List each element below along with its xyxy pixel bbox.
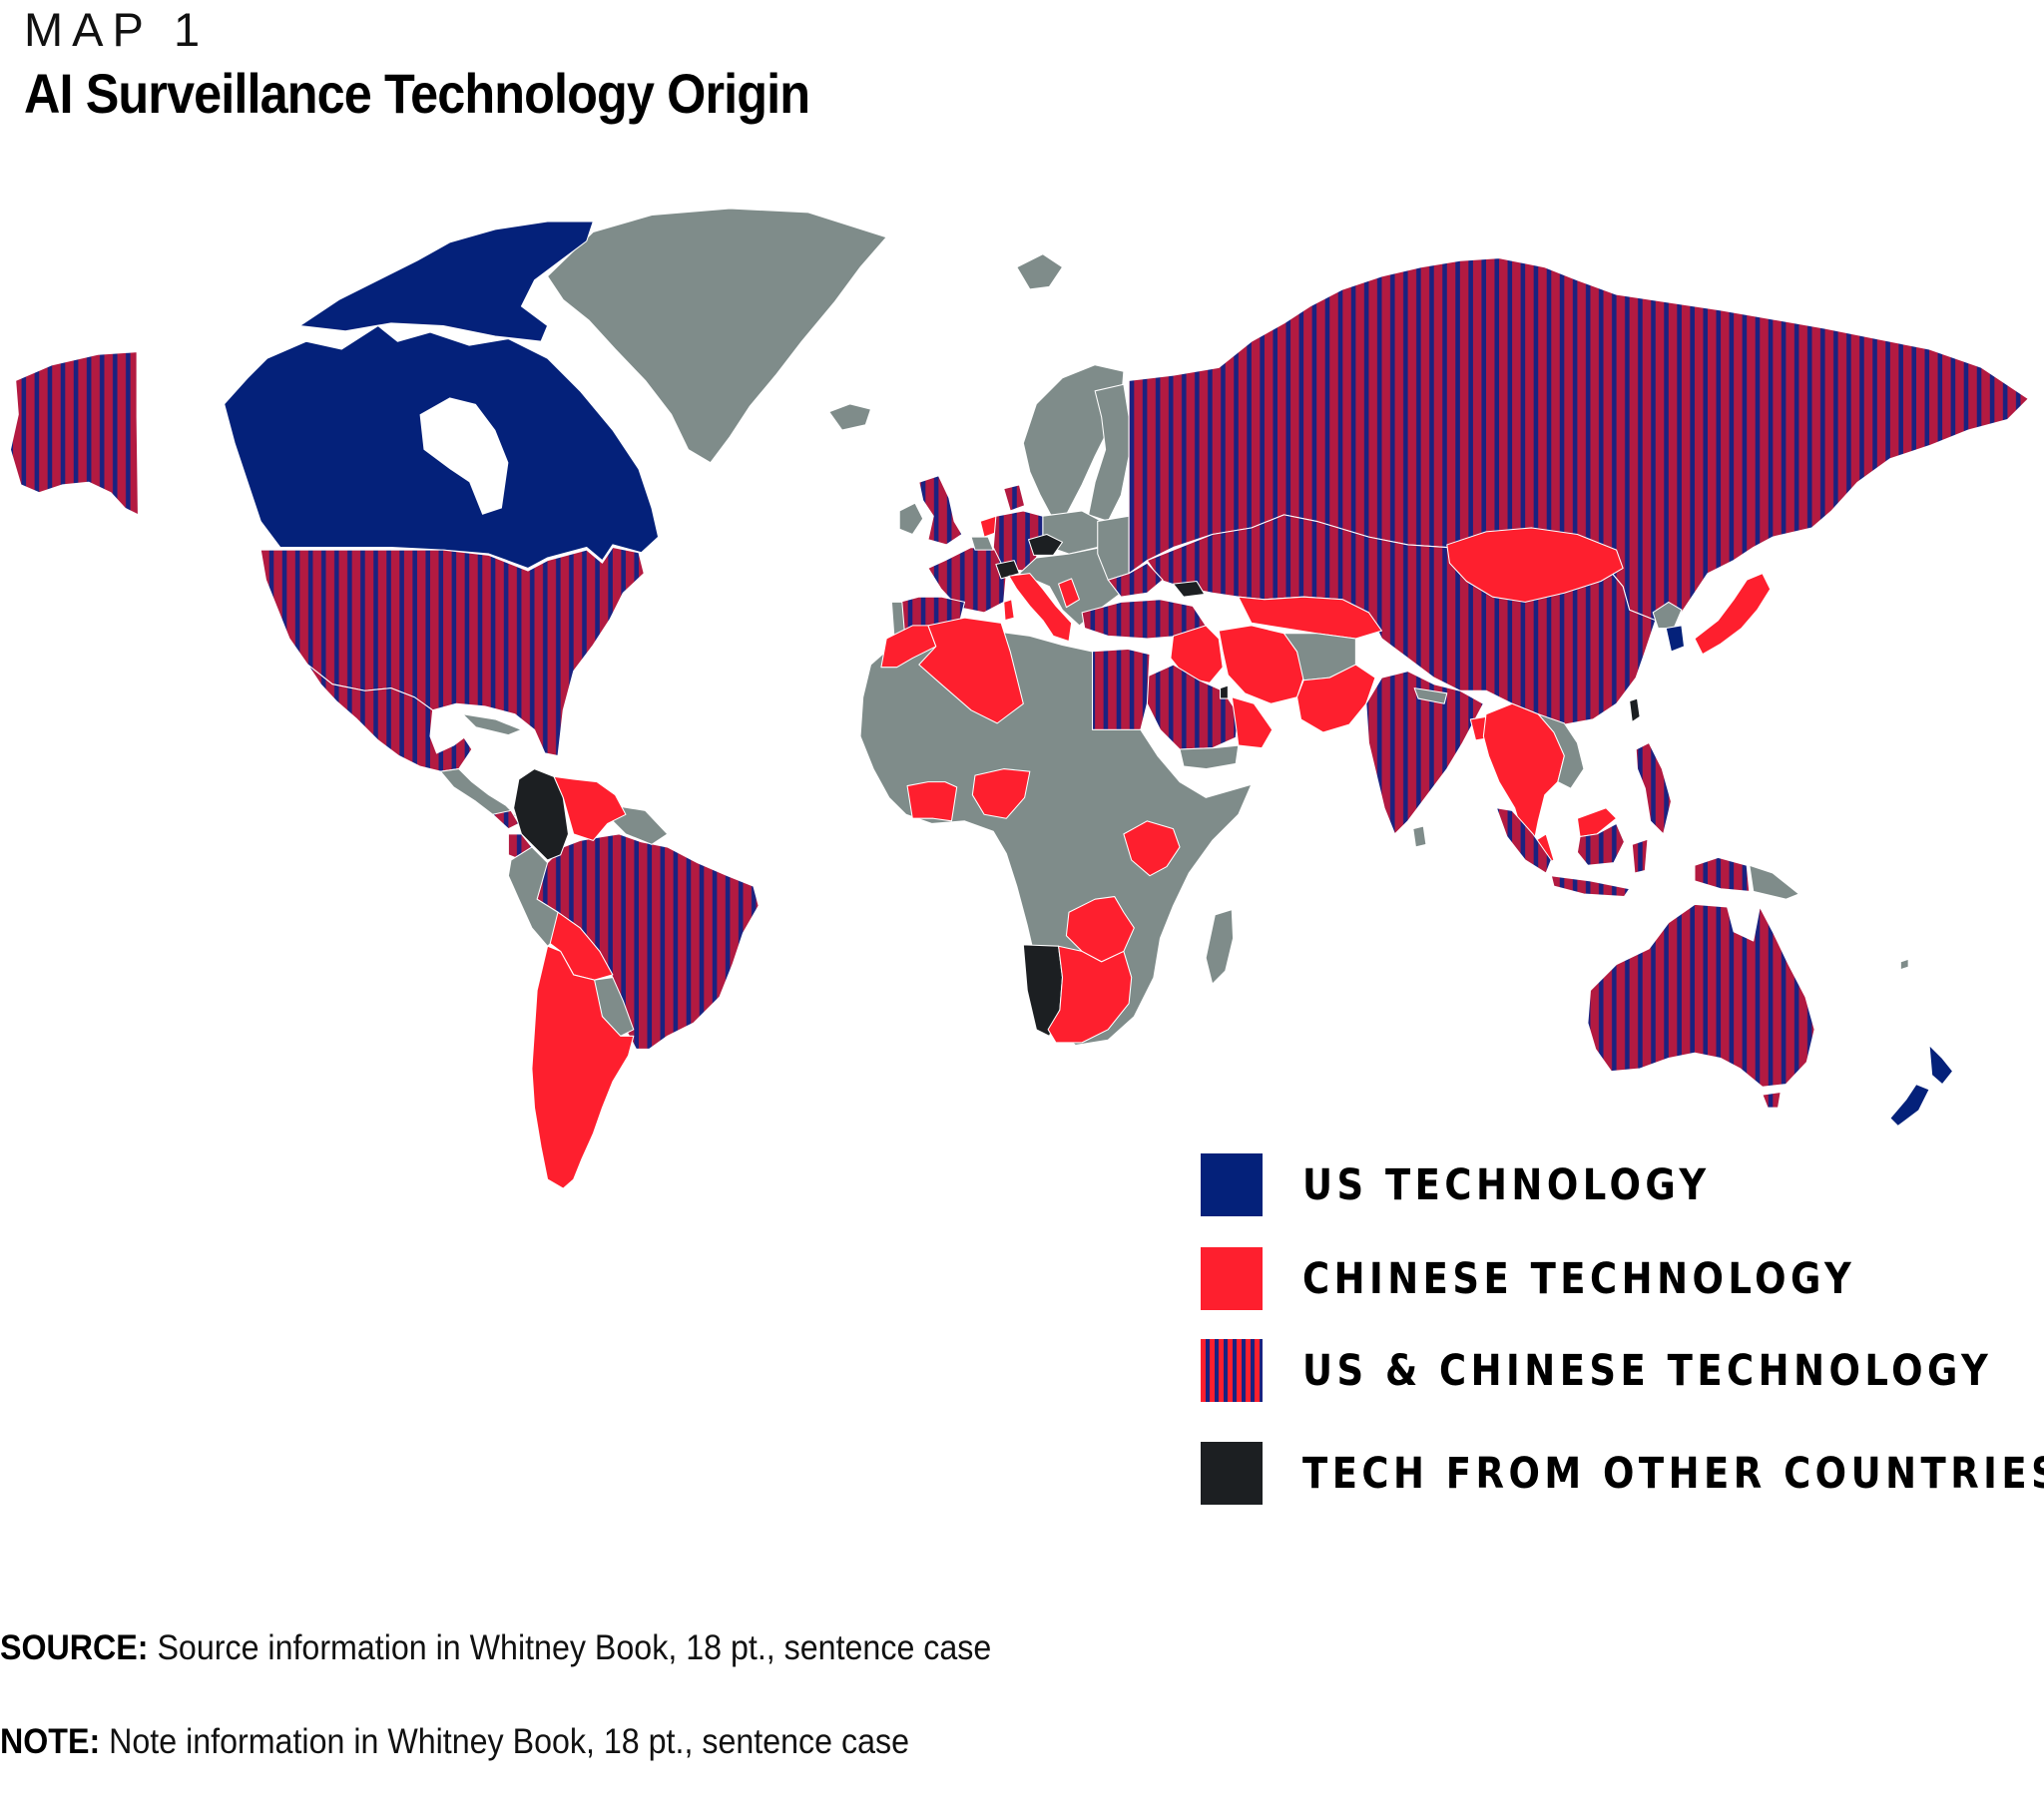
region-japan [1694,573,1772,656]
region-sri-lanka [1412,825,1427,848]
region-java [1550,875,1631,898]
region-mongolia [1446,527,1624,603]
region-iceland [828,403,872,431]
hudson-bay [419,397,509,515]
region-ireland [898,502,924,536]
region-botswana-south-africa [1047,945,1133,1044]
region-nigeria [971,768,1031,819]
region-venezuela [553,775,627,841]
region-morocco [880,625,937,669]
region-philippines [1635,741,1672,835]
map-title: AI Surveillance Technology Origin [24,62,810,125]
region-sulawesi [1631,838,1649,874]
region-yemen [1179,744,1240,770]
region-new-zealand-south [1889,1084,1930,1127]
region-india [1365,671,1484,835]
note-label: NOTE: [0,1722,101,1761]
map-kicker: MAP 1 [24,3,210,56]
region-papua-indonesia [1694,856,1751,892]
region-madagascar [1205,909,1235,985]
region-south-korea [1665,625,1686,653]
region-new-zealand-north [1928,1044,1954,1086]
region-zambia-zimbabwe [1065,896,1135,963]
region-italy [1008,573,1073,643]
note-line: NOTE: Note information in Whitney Book, … [0,1722,909,1762]
region-alaska [9,351,139,516]
region-malaysia-borneo [1576,807,1618,838]
region-canada-arctic [298,221,594,342]
region-usa [259,547,645,757]
region-cuba-caribbean [462,713,522,736]
region-nepal [1413,687,1448,704]
region-ukraine [1107,562,1164,598]
region-pakistan [1296,664,1376,733]
region-borneo [1576,822,1625,866]
source-label: SOURCE: [0,1628,149,1667]
region-egypt [1088,648,1151,730]
region-greenland [547,208,887,464]
source-text: Source information in Whitney Book, 18 p… [157,1628,992,1667]
legend-label: US TECHNOLOGY [1302,1159,1711,1210]
legend-item-us-chinese: US & CHINESE TECHNOLOGY [1201,1339,2044,1402]
legend-swatch-other [1201,1442,1263,1505]
region-czechia [1028,533,1064,556]
legend-item-other: TECH FROM OTHER COUNTRIES [1201,1442,2044,1505]
region-fiji [1899,958,1909,971]
legend-item-us: US TECHNOLOGY [1201,1153,1777,1216]
legend-swatch-us-chinese [1201,1339,1263,1402]
legend-item-chinese: CHINESE TECHNOLOGY [1201,1247,1946,1310]
region-qatar [1220,684,1229,699]
region-denmark [1003,484,1026,512]
region-vietnam-cambodia [1537,713,1585,789]
region-uk [918,475,963,546]
region-australia [1587,903,1815,1088]
region-sumatra [1495,807,1552,874]
region-belgium [970,536,994,551]
source-line: SOURCE: Source information in Whitney Bo… [0,1628,991,1668]
legend-label: CHINESE TECHNOLOGY [1302,1253,1856,1304]
region-oman-uae [1231,696,1274,749]
region-serbia [1058,578,1080,609]
region-tasmania [1762,1091,1782,1109]
legend-label: TECH FROM OTHER COUNTRIES [1302,1448,2044,1499]
note-text: Note information in Whitney Book, 18 pt.… [109,1722,910,1761]
region-africa [859,625,1253,1046]
legend-swatch-chinese [1201,1247,1263,1310]
region-iraq-syria [1170,625,1224,683]
region-north-korea [1652,601,1683,630]
region-central-asia [1238,596,1383,640]
region-png [1749,864,1799,900]
region-taiwan [1629,697,1641,723]
region-mexico [306,664,473,772]
region-kenya-uganda [1123,820,1181,877]
region-georgia [1172,580,1206,598]
region-saudi-arabia [1144,664,1240,750]
legend-swatch-us [1201,1153,1263,1216]
region-argentina-chile [531,945,635,1189]
region-ivory-coast-ghana [906,781,958,822]
legend-label: US & CHINESE TECHNOLOGY [1302,1345,1993,1396]
region-svalbard [1016,253,1064,290]
region-sardinia [1003,599,1015,622]
region-colombia [513,768,569,861]
region-algeria [918,617,1024,724]
